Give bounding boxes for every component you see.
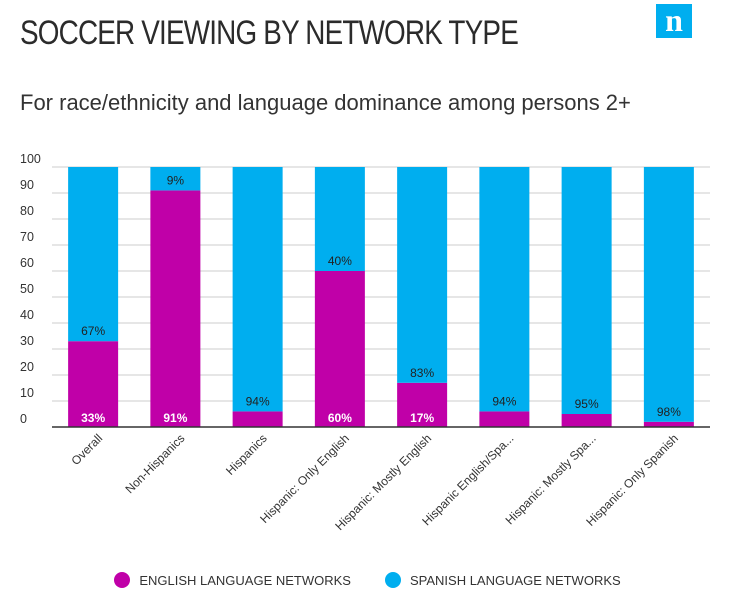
bar-english (397, 382, 448, 427)
x-tick-label: Hispanic: Only Spanish (583, 431, 681, 529)
legend-label-spanish: SPANISH LANGUAGE NETWORKS (409, 572, 621, 588)
stacked-bar-chart: 0 10 20 30 40 50 60 70 80 90 100 33% 67% Overall 91% 9%… (20, 152, 710, 533)
data-label-spanish: 95% (575, 397, 599, 411)
y-tick-label: 80 (20, 204, 34, 218)
bar-english (314, 271, 365, 427)
bar-spanish (232, 167, 283, 412)
data-label-spanish: 94% (492, 394, 516, 408)
y-tick-label: 90 (20, 178, 34, 192)
x-tick-label: Hispanics (223, 431, 270, 478)
bar-spanish (397, 167, 448, 383)
legend-item-spanish: SPANISH LANGUAGE NETWORKS (384, 572, 621, 588)
data-label-spanish: 83% (410, 366, 434, 380)
bar-english (232, 411, 283, 427)
y-tick-label: 30 (20, 334, 34, 348)
y-tick-label: 70 (20, 230, 34, 244)
data-label-spanish: 40% (328, 254, 352, 268)
bar-spanish (68, 167, 119, 342)
chart-title: SOCCER VIEWING BY NETWORK TYPE (20, 14, 519, 52)
data-label-english: 33% (81, 411, 105, 425)
bar-english (561, 414, 612, 427)
chart-legend: ENGLISH LANGUAGE NETWORKS SPANISH LANGUA… (0, 572, 735, 588)
bar-spanish (561, 167, 612, 414)
legend-label-english: ENGLISH LANGUAGE NETWORKS (139, 572, 351, 588)
bar-spanish (314, 167, 365, 271)
legend-swatch-english (114, 572, 131, 588)
x-tick-label: Hispanic: Mostly Spa... (503, 431, 599, 527)
data-label-english: 60% (328, 411, 352, 425)
data-label-spanish: 9% (167, 173, 185, 187)
data-label-spanish: 94% (246, 394, 270, 408)
y-tick-label: 100 (20, 152, 41, 166)
x-tick-label: Overall (68, 431, 105, 468)
bar-spanish (479, 167, 530, 412)
y-tick-label: 40 (20, 308, 34, 322)
y-tick-label: 20 (20, 360, 34, 374)
legend-item-english: ENGLISH LANGUAGE NETWORKS (114, 572, 351, 588)
y-tick-label: 50 (20, 282, 34, 296)
bar-spanish (643, 167, 694, 422)
x-tick-label: Non-Hispanics (122, 431, 187, 496)
legend-swatch-spanish (384, 572, 401, 588)
bar-spanish (150, 167, 201, 191)
bar-english (150, 190, 201, 427)
bar-english (68, 341, 119, 427)
x-tick-label: Hispanic: Only English (257, 431, 352, 526)
data-label-english: 17% (410, 411, 434, 425)
y-tick-label: 0 (20, 412, 27, 426)
bar-english (643, 421, 694, 427)
y-tick-label: 60 (20, 256, 34, 270)
x-tick-label: Hispanic English/Spa... (419, 431, 516, 528)
data-label-spanish: 67% (81, 324, 105, 338)
y-tick-label: 10 (20, 386, 34, 400)
nielsen-logo: n (656, 4, 692, 38)
bar-english (479, 411, 530, 427)
data-label-spanish: 98% (657, 405, 681, 419)
data-label-english: 91% (163, 411, 187, 425)
chart-subtitle: For race/ethnicity and language dominanc… (20, 90, 631, 115)
logo-letter: n (665, 2, 683, 38)
